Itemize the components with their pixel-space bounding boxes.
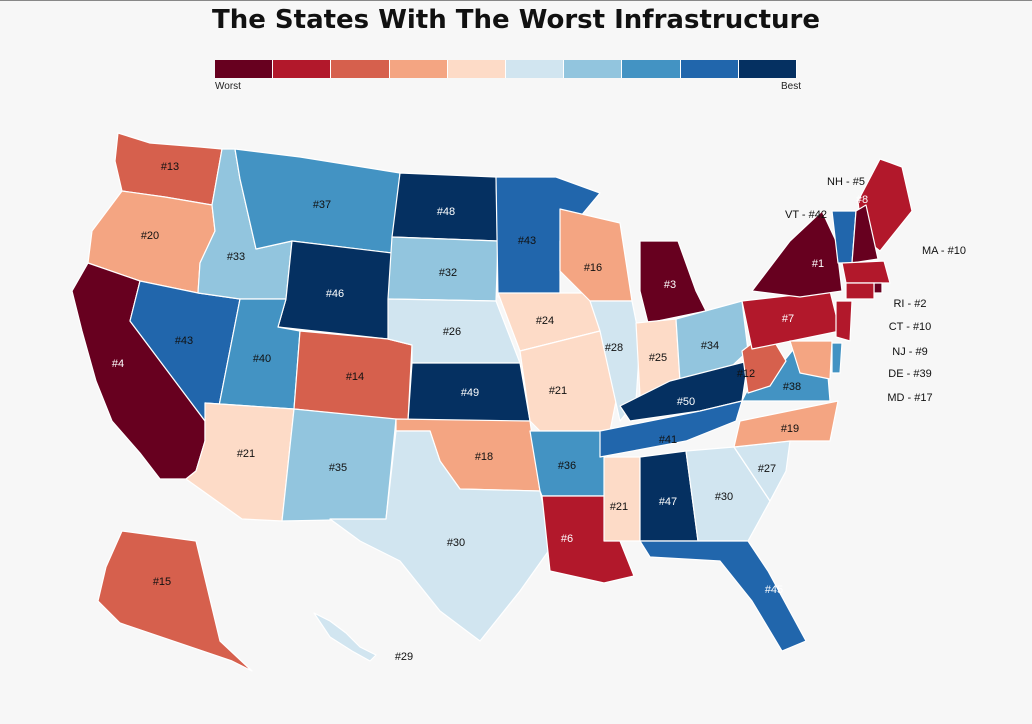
- rank-label-ms: #21: [610, 501, 628, 513]
- rank-label-hi: #29: [395, 651, 413, 663]
- state-co[interactable]: [293, 330, 413, 422]
- rank-label-ct: CT - #10: [889, 321, 932, 333]
- state-wy[interactable]: [277, 240, 393, 340]
- state-ny[interactable]: [751, 210, 843, 298]
- rank-label-ny: #1: [812, 258, 824, 270]
- rank-label-md: MD - #17: [887, 392, 932, 404]
- rank-label-il: #28: [605, 342, 623, 354]
- legend-worst-label: Worst: [215, 81, 241, 92]
- state-tn[interactable]: [599, 400, 743, 458]
- state-hi[interactable]: [313, 612, 377, 662]
- rank-label-sc: #27: [758, 463, 776, 475]
- state-nh[interactable]: [851, 204, 879, 264]
- state-ct[interactable]: [845, 282, 875, 300]
- rank-label-ks: #49: [461, 387, 479, 399]
- rank-label-nd: #48: [437, 206, 455, 218]
- rank-label-tn: #41: [659, 434, 677, 446]
- rank-label-nh: NH - #5: [827, 176, 865, 188]
- state-ak[interactable]: [97, 530, 253, 672]
- legend-best-label: Best: [781, 81, 802, 92]
- legend-swatch-8: [622, 60, 681, 78]
- rank-label-ga: #30: [715, 491, 733, 503]
- rank-label-co: #14: [346, 371, 364, 383]
- state-ma[interactable]: [841, 260, 891, 284]
- rank-label-ne: #26: [443, 326, 461, 338]
- rank-label-ca: #4: [112, 358, 124, 370]
- rank-label-ia: #24: [536, 315, 554, 327]
- map-title: The States With The Worst Infrastructure: [211, 5, 821, 35]
- rank-label-wa: #13: [161, 161, 179, 173]
- rank-label-ak: #15: [153, 576, 171, 588]
- state-de[interactable]: [831, 342, 843, 374]
- rank-label-ut: #40: [253, 353, 271, 365]
- rank-label-nv: #43: [175, 335, 193, 347]
- legend-swatch-1: [215, 60, 274, 78]
- state-ms[interactable]: [603, 456, 641, 542]
- rank-label-wi: #16: [584, 262, 602, 274]
- rank-label-or: #20: [141, 230, 159, 242]
- rank-label-mn: #43: [518, 235, 536, 247]
- rank-label-al: #47: [659, 496, 677, 508]
- rank-label-sd: #32: [439, 267, 457, 279]
- legend-swatch-6: [506, 60, 565, 78]
- rank-label-vt: VT - #42: [785, 209, 827, 221]
- rank-label-ri: RI - #2: [893, 298, 926, 310]
- rank-label-tx: #30: [447, 537, 465, 549]
- rank-label-wv: #12: [737, 368, 755, 380]
- rank-label-la: #6: [561, 533, 573, 545]
- legend-swatch-7: [564, 60, 623, 78]
- state-fl[interactable]: [639, 540, 807, 652]
- rank-label-pa: #7: [782, 313, 794, 325]
- rank-label-id: #33: [227, 251, 245, 263]
- rank-label-oh: #34: [701, 340, 719, 352]
- rank-label-ma: MA - #10: [922, 245, 966, 257]
- state-nc[interactable]: [733, 400, 839, 448]
- state-ri[interactable]: [873, 282, 883, 294]
- legend-swatch-9: [680, 60, 739, 78]
- legend-swatch-2: [273, 60, 332, 78]
- rank-label-wy: #46: [326, 288, 344, 300]
- state-md[interactable]: [789, 340, 833, 380]
- rank-label-mi: #3: [664, 279, 676, 291]
- color-legend: [215, 60, 798, 78]
- rank-label-mt: #37: [313, 199, 331, 211]
- state-nj[interactable]: [835, 300, 853, 342]
- rank-label-fl: #45: [765, 584, 783, 596]
- rank-label-va: #38: [783, 381, 801, 393]
- rank-label-mo: #21: [549, 385, 567, 397]
- rank-label-ar: #36: [558, 460, 576, 472]
- legend-swatch-4: [389, 60, 448, 78]
- rank-label-nm: #35: [329, 462, 347, 474]
- rank-label-ky: #50: [677, 396, 695, 408]
- rank-label-me: #8: [856, 194, 868, 206]
- rank-label-nc: #19: [781, 423, 799, 435]
- legend-swatch-3: [331, 60, 390, 78]
- legend-swatch-5: [447, 60, 507, 78]
- rank-label-de: DE - #39: [888, 368, 931, 380]
- rank-label-ok: #18: [475, 451, 493, 463]
- state-tx[interactable]: [329, 430, 553, 642]
- rank-label-az: #21: [237, 448, 255, 460]
- rank-label-in: #25: [649, 352, 667, 364]
- legend-swatch-10: [738, 60, 798, 78]
- state-wi[interactable]: [559, 208, 633, 302]
- rank-label-nj: NJ - #9: [892, 346, 927, 358]
